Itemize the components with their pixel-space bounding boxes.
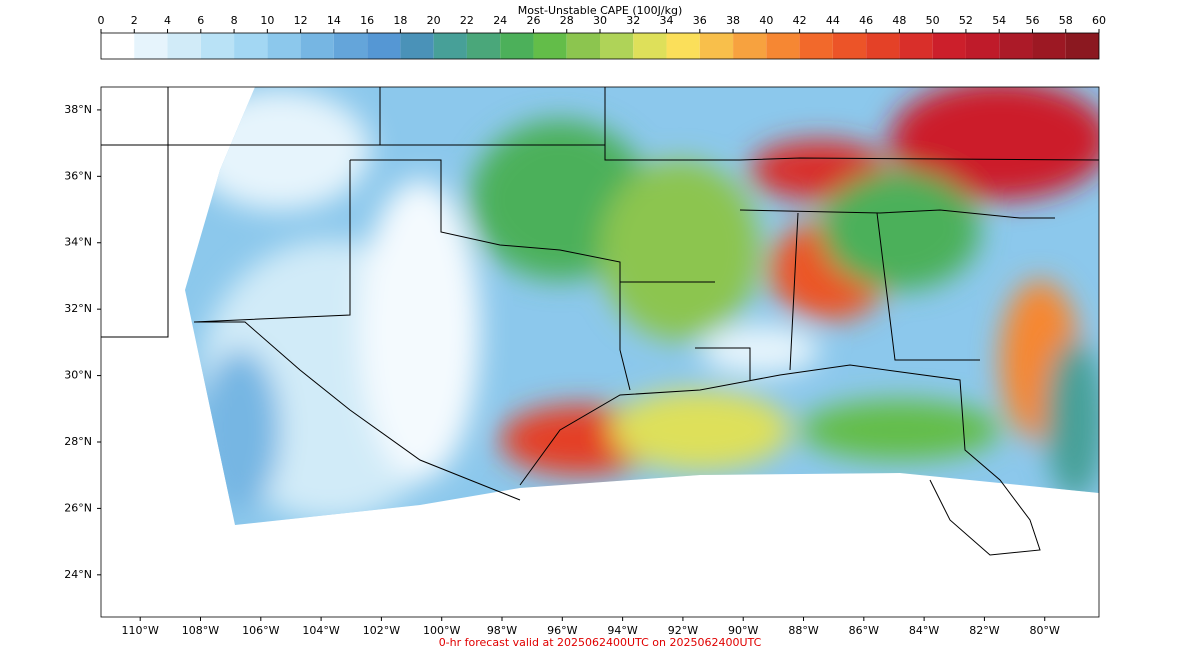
- colorbar-tick-label: 60: [1092, 14, 1106, 27]
- colorbar-tick-label: 14: [327, 14, 341, 27]
- x-tick-label: 96°W: [547, 624, 577, 637]
- colorbar-box: [899, 33, 933, 59]
- x-tick-label: 106°W: [242, 624, 279, 637]
- colorbar-tick-label: 36: [693, 14, 707, 27]
- colorbar-tick-label: 24: [493, 14, 507, 27]
- colorbar-tick-label: 50: [926, 14, 940, 27]
- x-tick-label: 102°W: [363, 624, 400, 637]
- x-tick-label: 94°W: [607, 624, 637, 637]
- colorbar-tick-label: 12: [294, 14, 308, 27]
- x-tick-label: 80°W: [1030, 624, 1060, 637]
- colorbar-tick-label: 6: [197, 14, 204, 27]
- colorbar-tick-label: 20: [427, 14, 441, 27]
- cape-field: [185, 87, 1099, 525]
- colorbar-tick-label: 42: [793, 14, 807, 27]
- footer: 0-hr forecast valid at 2025062400UTC on …: [439, 636, 762, 649]
- colorbar-box: [533, 33, 567, 59]
- colorbar-tick-label: 28: [560, 14, 574, 27]
- colorbar-tick-label: 48: [892, 14, 906, 27]
- x-tick-label: 86°W: [849, 624, 879, 637]
- x-tick-label: 100°W: [423, 624, 460, 637]
- colorbar-box: [400, 33, 434, 59]
- colorbar-tick-label: 40: [759, 14, 773, 27]
- colorbar-tick-label: 44: [826, 14, 840, 27]
- colorbar-box: [866, 33, 900, 59]
- colorbar-tick-label: 52: [959, 14, 973, 27]
- colorbar-box: [167, 33, 201, 59]
- colorbar-box: [333, 33, 368, 59]
- colorbar-box: [101, 33, 135, 59]
- x-tick-label: 110°W: [122, 624, 159, 637]
- colorbar-box: [267, 33, 301, 59]
- colorbar-tick-label: 26: [526, 14, 540, 27]
- colorbar-tick-label: 2: [131, 14, 138, 27]
- y-tick-label: 36°N: [64, 169, 92, 182]
- colorbar-box: [932, 33, 966, 59]
- colorbar-box: [1032, 33, 1066, 59]
- colorbar-box: [999, 33, 1033, 59]
- x-tick-label: 88°W: [788, 624, 818, 637]
- x-tick-label: 98°W: [487, 624, 517, 637]
- colorbar-box: [633, 33, 667, 59]
- y-tick-label: 38°N: [64, 103, 92, 116]
- colorbar-tick-label: 10: [260, 14, 274, 27]
- x-tick-label: 108°W: [182, 624, 219, 637]
- colorbar-box: [965, 33, 1000, 59]
- colorbar-tick-label: 4: [164, 14, 171, 27]
- colorbar-tick-label: 18: [393, 14, 407, 27]
- colorbar-tick-label: 54: [992, 14, 1006, 27]
- colorbar-tick-label: 34: [660, 14, 674, 27]
- y-tick-label: 32°N: [64, 302, 92, 315]
- x-tick-label: 90°W: [728, 624, 758, 637]
- colorbar-tick-label: 8: [231, 14, 238, 27]
- colorbar-box: [733, 33, 767, 59]
- colorbar-box: [799, 33, 833, 59]
- colorbar-tick-label: 56: [1025, 14, 1039, 27]
- colorbar-box: [832, 33, 867, 59]
- colorbar-tick-label: 22: [460, 14, 474, 27]
- colorbar-box: [234, 33, 268, 59]
- colorbar-box: [500, 33, 534, 59]
- x-tick-label: 92°W: [668, 624, 698, 637]
- colorbar-tick-label: 46: [859, 14, 873, 27]
- axes: 110°W 108°W 106°W 104°W 102°W 100°W 98°W 96°W 94…: [64, 103, 1060, 637]
- colorbar-box: [699, 33, 734, 59]
- map-frame: [100, 86, 1100, 618]
- colorbar-tick-label: 16: [360, 14, 374, 27]
- colorbar-tick-label: 0: [98, 14, 105, 27]
- y-tick-label: 34°N: [64, 236, 92, 249]
- colorbar-tick-label: 58: [1059, 14, 1073, 27]
- colorbar-box: [367, 33, 401, 59]
- colorbar-box: [200, 33, 235, 59]
- colorbar-box: [300, 33, 334, 59]
- colorbar-box: [466, 33, 501, 59]
- x-tick-label: 104°W: [302, 624, 339, 637]
- colorbar-box: [433, 33, 467, 59]
- colorbar-box: [134, 33, 168, 59]
- colorbar-tick-label: 30: [593, 14, 607, 27]
- x-tick-label: 82°W: [969, 624, 999, 637]
- colorbar-box: [566, 33, 600, 59]
- colorbar-box: [766, 33, 800, 59]
- colorbar-box: [666, 33, 700, 59]
- colorbar-box: [1065, 33, 1099, 59]
- y-tick-label: 26°N: [64, 501, 92, 514]
- state-borders: [101, 87, 1100, 556]
- colorbar-tick-label: 32: [626, 14, 640, 27]
- y-tick-label: 30°N: [64, 369, 92, 382]
- colorbar-title: Most-Unstable CAPE (100J/kg): [518, 4, 683, 17]
- x-tick-label: 84°W: [909, 624, 939, 637]
- y-tick-label: 28°N: [64, 435, 92, 448]
- colorbar-tick-label: 38: [726, 14, 740, 27]
- colorbar: 0 2 4 6 8 10 12 14 16 18 20 22 24 26 28 30 32 34 36 38 40 42 4…: [98, 14, 1106, 60]
- colorbar-box: [600, 33, 634, 59]
- y-tick-label: 24°N: [64, 568, 92, 581]
